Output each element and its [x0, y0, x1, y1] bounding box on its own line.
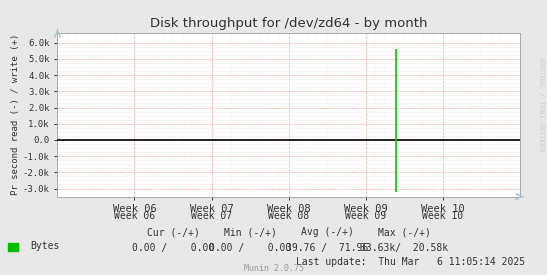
Text: Week 08: Week 08 — [268, 211, 309, 221]
Text: Week 06: Week 06 — [114, 211, 155, 221]
Text: Max (-/+): Max (-/+) — [377, 227, 430, 237]
Text: Munin 2.0.75: Munin 2.0.75 — [243, 265, 304, 273]
Text: Bytes: Bytes — [30, 241, 60, 251]
Text: Min (-/+): Min (-/+) — [224, 227, 276, 237]
Text: 0.00 /    0.00: 0.00 / 0.00 — [209, 243, 291, 252]
Text: Cur (-/+): Cur (-/+) — [147, 227, 200, 237]
Text: Week 10: Week 10 — [422, 211, 463, 221]
Text: Week 07: Week 07 — [191, 211, 232, 221]
Text: Week 09: Week 09 — [345, 211, 386, 221]
Text: Last update:  Thu Mar   6 11:05:14 2025: Last update: Thu Mar 6 11:05:14 2025 — [296, 257, 525, 267]
Text: 0.00 /    0.00: 0.00 / 0.00 — [132, 243, 214, 252]
Title: Disk throughput for /dev/zd64 - by month: Disk throughput for /dev/zd64 - by month — [150, 17, 427, 31]
Text: Avg (-/+): Avg (-/+) — [301, 227, 353, 237]
Y-axis label: Pr second read (-) / write (+): Pr second read (-) / write (+) — [11, 34, 20, 196]
Text: 39.76 /  71.96: 39.76 / 71.96 — [286, 243, 368, 252]
Text: RRDTOOL / TOBI OETIKER: RRDTOOL / TOBI OETIKER — [538, 58, 544, 151]
Text: 33.63k/  20.58k: 33.63k/ 20.58k — [360, 243, 448, 252]
